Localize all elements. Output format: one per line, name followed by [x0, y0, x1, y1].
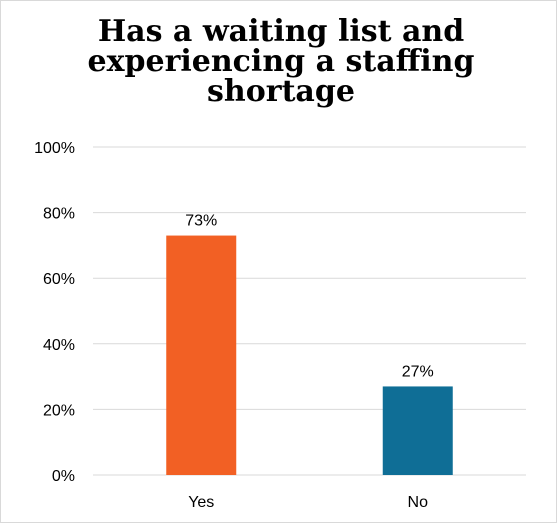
data-label: 73% [185, 213, 217, 230]
bar-no [382, 386, 453, 475]
x-tick-label: Yes [188, 494, 214, 511]
y-tick-label: 60% [43, 271, 75, 288]
bar-yes [166, 235, 237, 475]
y-tick-label: 20% [43, 402, 75, 419]
x-tick-label: No [408, 494, 429, 511]
y-tick-label: 0% [52, 468, 75, 485]
y-tick-label: 100% [34, 140, 75, 157]
chart-title: Has a waiting list and experiencing a st… [87, 14, 475, 109]
y-tick-label: 40% [43, 337, 75, 354]
y-tick-label: 80% [43, 206, 75, 223]
data-label: 27% [402, 363, 434, 380]
